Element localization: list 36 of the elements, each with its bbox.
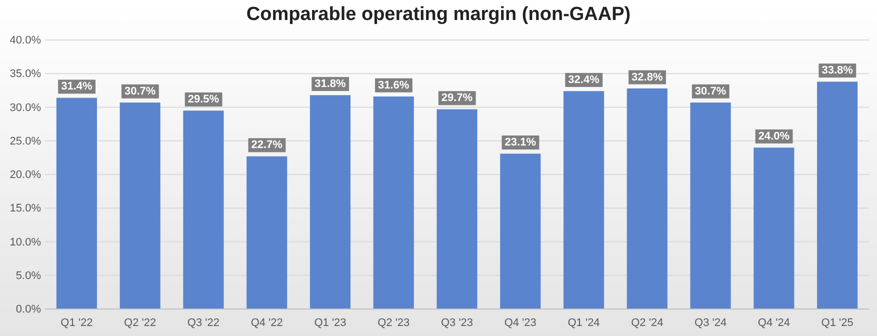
x-tick-label: Q2 '22 [124, 316, 156, 329]
x-tick-label: Q4 '23 [504, 316, 536, 329]
x-tick-label: Q3 '23 [440, 316, 474, 329]
x-tick-label: Q4 '22 [250, 316, 283, 329]
data-label: 32.4% [568, 74, 600, 86]
data-label: 23.1% [504, 136, 536, 149]
data-label: 31.8% [314, 78, 346, 90]
x-tick-label: Q3 '24 [694, 316, 727, 329]
data-label: 29.7% [441, 92, 473, 104]
x-tick-label: Q2 '24 [631, 316, 664, 329]
x-tick-label: Q4 '24 [758, 316, 790, 329]
data-label: 22.7% [251, 139, 283, 152]
x-tick-label: Q2 '23 [378, 316, 410, 329]
chart-title: Comparable operating margin (non-GAAP) [246, 4, 631, 25]
y-tick-label: 25.0% [10, 135, 42, 148]
y-tick-label: 20.0% [10, 169, 42, 182]
x-tick-label: Q1 '22 [60, 316, 93, 329]
x-tick-label: Q1 '24 [568, 316, 600, 329]
data-label: 30.7% [124, 85, 156, 98]
data-label: 33.8% [822, 64, 854, 77]
y-tick-label: 0.0% [16, 304, 42, 316]
data-label: 30.7% [694, 85, 726, 98]
data-label: 31.4% [61, 80, 92, 93]
y-tick-label: 30.0% [10, 102, 42, 114]
y-tick-label: 15.0% [10, 202, 42, 215]
y-tick-label: 35.0% [10, 68, 42, 80]
x-tick-label: Q1 '25 [821, 316, 854, 329]
data-label: 32.8% [632, 71, 663, 84]
y-tick-label: 10.0% [10, 236, 42, 248]
data-label: 24.0% [758, 130, 790, 142]
y-tick-label: 40.0% [10, 34, 42, 47]
data-label: 31.6% [378, 79, 410, 92]
y-tick-label: 5.0% [16, 270, 42, 282]
x-tick-label: Q3 '22 [187, 316, 220, 329]
x-tick-label: Q1 '23 [314, 316, 346, 329]
data-label: 29.5% [188, 93, 220, 106]
